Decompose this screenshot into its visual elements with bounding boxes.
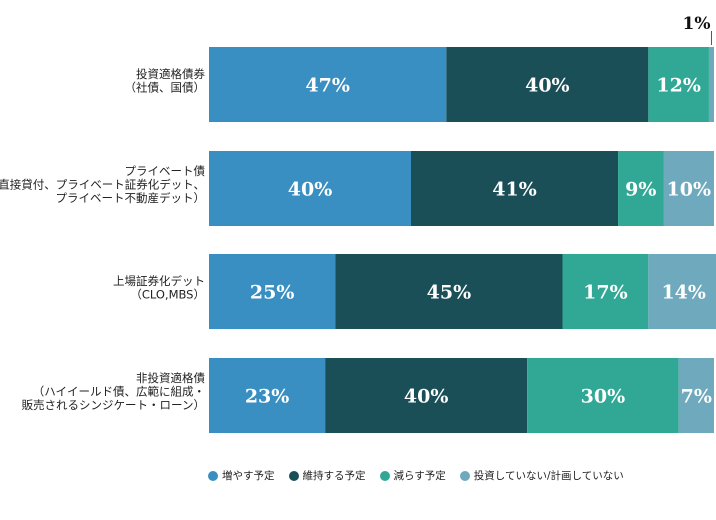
data-label: 14% — [661, 282, 706, 304]
data-label: 41% — [492, 179, 537, 201]
data-label: 17% — [583, 282, 628, 304]
bar-segment — [678, 358, 714, 433]
legend-item: 投資していない/計画していない — [459, 468, 624, 483]
bar-segment — [209, 151, 411, 226]
category-label: （直接貸付、プライベート証券化デット、 — [0, 178, 205, 192]
legend-swatch — [379, 470, 390, 481]
data-label: 7% — [681, 386, 712, 408]
bar-segment — [663, 151, 714, 226]
data-label: 47% — [305, 75, 350, 97]
category-label: プライベート債 — [125, 164, 206, 178]
category-label: （社債、国債） — [125, 80, 206, 94]
data-label: 30% — [581, 386, 626, 408]
bar-segment — [209, 358, 326, 433]
category-label: 投資適格債券 — [136, 67, 205, 81]
bar-segment — [325, 358, 528, 433]
bar-segment — [648, 254, 716, 329]
category-label: 非投資適格債 — [136, 371, 205, 385]
legend-item: 維持する予定 — [288, 468, 366, 483]
category-label: 販売されるシンジケート・ローン） — [22, 398, 205, 412]
bar-segment — [562, 254, 649, 329]
bar-segment — [335, 254, 563, 329]
category-label: 上場証券化デット — [113, 274, 205, 288]
bar-segment — [411, 151, 619, 226]
legend-swatch — [459, 470, 470, 481]
bar-segment — [209, 254, 336, 329]
data-label: 40% — [404, 386, 449, 408]
data-label: 40% — [525, 75, 570, 97]
legend-item: 減らす予定 — [379, 468, 446, 483]
bar-segment — [209, 47, 447, 122]
data-label: 12% — [656, 75, 701, 97]
data-label: 23% — [245, 386, 290, 408]
category-label: （ハイイールド債、広範に組成・ — [33, 385, 205, 399]
data-label: 45% — [427, 282, 472, 304]
legend-item: 増やす予定 — [208, 468, 275, 483]
data-label: 40% — [288, 179, 333, 201]
data-label: 1% — [682, 14, 710, 34]
bar-segment — [648, 47, 709, 122]
bar-segment — [446, 47, 649, 122]
data-label: 10% — [667, 179, 712, 201]
category-label: プライベート不動産デット） — [56, 191, 206, 205]
chart-legend: 増やす予定 維持する予定 減らす予定 投資していない/計画していない — [208, 468, 624, 483]
legend-swatch — [208, 470, 218, 481]
data-label: 25% — [250, 282, 295, 304]
chart-plot-area: 47% 40% 12% 1% 投資適格債券（社債、国債） 40% 41% 9% 10% プライベー… — [0, 14, 716, 433]
legend-swatch — [288, 470, 299, 481]
legend-label: 投資していない/計画していない — [473, 470, 624, 482]
legend-label: 維持する予定 — [302, 470, 366, 482]
legend-label: 増やす予定 — [222, 470, 275, 482]
bar-segment — [618, 151, 664, 226]
category-label: （CLO,MBS） — [130, 287, 205, 301]
data-label: 9% — [625, 179, 656, 201]
legend-label: 減らす予定 — [393, 470, 446, 482]
bar-segment — [708, 47, 714, 122]
bar-segment — [527, 358, 679, 433]
